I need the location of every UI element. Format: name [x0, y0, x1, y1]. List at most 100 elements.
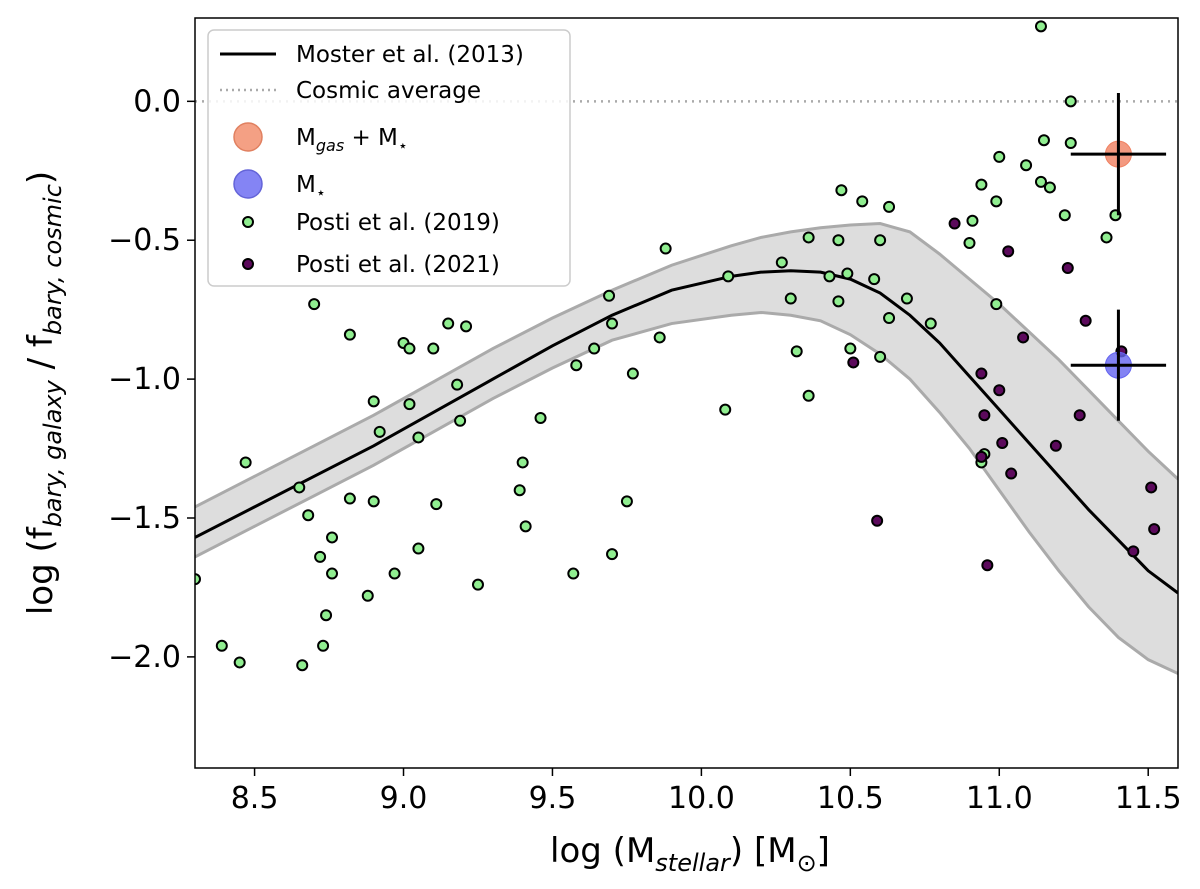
x-tick-label: 11.5	[1115, 781, 1182, 816]
posti-2019-point-82	[1064, 95, 1077, 108]
posti-2019-point-79	[1043, 181, 1056, 194]
posti-2019-point-8	[314, 550, 327, 563]
posti-2021-point-11	[1017, 331, 1030, 344]
posti-2021-point-13	[1061, 262, 1074, 274]
posti-2019-point-10	[320, 609, 333, 622]
legend-gas-marker	[233, 122, 263, 152]
legend-gas-label-sub: gas	[316, 136, 344, 155]
posti-2019-point-54	[832, 234, 845, 247]
posti-2019-point-3	[239, 456, 252, 469]
x-axis-label-tail: ) [M	[730, 831, 797, 871]
posti-2021-point-8	[996, 437, 1009, 449]
legend-cosmic-label: Cosmic average	[296, 78, 481, 104]
posti-2019-point-60	[868, 273, 881, 286]
x-axis-label: log (Mstellar) [M⊙]	[550, 831, 830, 877]
posti-2019-point-30	[460, 320, 473, 333]
posti-2019-point-44	[653, 331, 666, 344]
posti-2021-point-12	[1049, 439, 1062, 452]
y-axis-label-close: )	[21, 171, 61, 184]
posti-2019-points	[195, 20, 1122, 672]
posti-2021-point-7	[993, 384, 1006, 397]
posti-2019-point-23	[412, 431, 425, 444]
posti-2021-point-15	[1079, 314, 1092, 327]
legend-gas-label-tail: + M	[344, 125, 398, 151]
posti-2019-point-45	[659, 242, 672, 255]
x-axis-label-main: log (M	[550, 831, 655, 871]
posti-2019-point-42	[620, 495, 633, 508]
y-tick-label: −1.0	[108, 362, 181, 397]
posti-2021-point-14	[1073, 409, 1086, 422]
posti-2019-point-18	[373, 425, 386, 438]
moster-band-upper	[195, 222, 1178, 509]
y-axis-label-sub1: bary, galaxy	[39, 379, 67, 527]
posti-2019-point-21	[403, 342, 416, 355]
legend-stellar-label-star: ⋆	[316, 183, 326, 202]
moster-relation-line	[195, 269, 1178, 595]
posti-2019-point-50	[790, 345, 803, 358]
posti-2019-point-39	[603, 289, 616, 302]
posti-2021-point-10	[1005, 467, 1018, 480]
x-axis-ticks: 8.5 9.0 9.5 10.0 10.5 11.0 11.5	[231, 768, 1182, 816]
posti-2019-point-69	[975, 178, 988, 191]
posti-2019-point-75	[1020, 159, 1033, 172]
moster-uncertainty-band-group	[195, 222, 1178, 675]
x-axis-label-sub: stellar	[655, 849, 732, 877]
x-tick-label: 10.5	[817, 781, 884, 816]
legend-stellar-label-main: M	[296, 172, 316, 198]
posti-2019-point-66	[924, 317, 937, 330]
x-tick-label: 9.0	[380, 781, 428, 816]
y-axis-label-mid: / f	[21, 334, 61, 380]
posti-2019-point-37	[570, 359, 583, 372]
posti-2019-point-15	[361, 589, 374, 602]
legend-posti2019-label: Posti et al. (2019)	[296, 210, 500, 236]
posti-2019-point-80	[1058, 209, 1071, 222]
legend-gas-label: Mgas + M⋆	[296, 125, 408, 155]
posti-2021-point-9	[1002, 245, 1015, 258]
legend-posti2019-marker	[242, 216, 254, 228]
posti-2019-point-14	[343, 492, 356, 505]
posti-2019-point-77	[1034, 20, 1047, 33]
posti-2019-point-67	[963, 237, 976, 249]
y-tick-label: 0.0	[133, 84, 181, 119]
highlight-points	[1070, 93, 1167, 421]
posti-2021-point-3	[975, 367, 988, 380]
posti-2019-point-16	[367, 395, 380, 408]
posti-2019-point-2	[233, 656, 246, 669]
posti-2019-point-53	[823, 270, 836, 283]
posti-2021-point-4	[975, 450, 988, 463]
posti-2021-point-19	[1148, 523, 1161, 536]
posti-2019-point-65	[900, 292, 913, 305]
posti-2019-point-51	[802, 231, 815, 244]
legend-box	[207, 29, 571, 287]
posti-2019-point-52	[802, 389, 815, 402]
y-axis-label: log (fbary, galaxy / fbary, cosmic)	[21, 171, 67, 615]
posti-2019-point-63	[883, 200, 896, 213]
legend-gas-label-main: M	[296, 125, 316, 151]
posti-2019-point-34	[519, 520, 532, 533]
posti-2019-point-59	[856, 195, 869, 208]
posti-2019-point-43	[626, 367, 639, 380]
posti-2019-point-57	[841, 267, 854, 280]
plot-frame	[194, 17, 1179, 769]
posti-2021-point-18	[1145, 481, 1158, 494]
posti-2019-point-27	[442, 317, 455, 330]
posti-2019-point-38	[588, 342, 601, 355]
posti-2021-point-0	[847, 356, 860, 369]
x-tick-label: 9.5	[529, 781, 577, 816]
posti-2021-points	[847, 217, 1161, 572]
posti-2019-point-47	[722, 270, 735, 283]
posti-2019-point-26	[430, 498, 443, 511]
posti-2019-point-48	[775, 256, 788, 269]
legend-stellar-label: M⋆	[296, 172, 326, 202]
posti-2019-point-81	[1064, 137, 1077, 149]
posti-2019-point-33	[516, 456, 529, 469]
posti-2019-point-31	[471, 578, 484, 591]
posti-2019-point-58	[844, 342, 857, 355]
posti-2021-point-2	[948, 217, 961, 230]
posti-2019-point-35	[534, 412, 547, 424]
plot-area	[195, 20, 1178, 675]
y-axis-label-sub2: bary, cosmic	[39, 184, 67, 335]
posti-2019-point-83	[1100, 231, 1113, 244]
posti-2019-point-7	[308, 298, 321, 311]
